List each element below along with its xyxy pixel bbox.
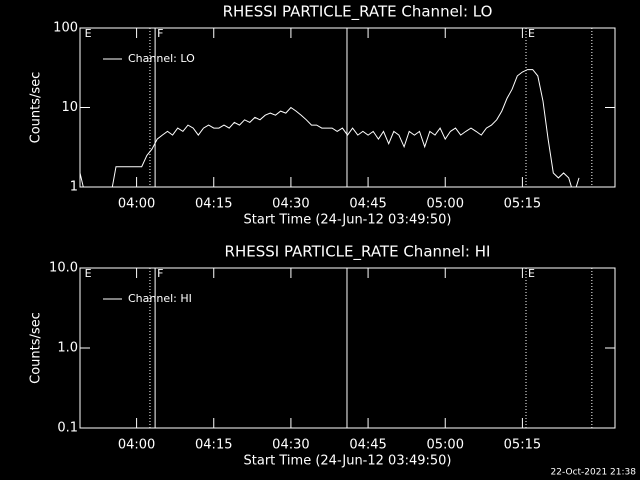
event-flag: F xyxy=(157,267,163,280)
legend-label: Channel: LO xyxy=(128,52,195,65)
y-tick-label: 0.1 xyxy=(57,421,78,436)
y-axis-label: Counts/sec xyxy=(29,72,44,144)
event-flag: E xyxy=(85,27,92,40)
x-tick-label: 04:30 xyxy=(272,197,309,212)
x-axis-label: Start Time (24-Jun-12 03:49:50) xyxy=(244,213,452,228)
event-flag: E xyxy=(528,267,535,280)
y-tick-label: 10.0 xyxy=(49,261,78,276)
y-tick-label: 1 xyxy=(70,180,78,195)
x-tick-label: 05:15 xyxy=(504,197,541,212)
x-tick-label: 05:15 xyxy=(504,438,541,453)
chart-title: RHESSI PARTICLE_RATE Channel: HI xyxy=(225,243,491,262)
x-tick-label: 04:30 xyxy=(272,438,309,453)
y-axis-label: Counts/sec xyxy=(29,312,44,384)
x-tick-label: 04:15 xyxy=(195,197,232,212)
event-flag: E xyxy=(528,27,535,40)
x-tick-label: 05:00 xyxy=(427,438,464,453)
legend-label: Channel: HI xyxy=(128,292,192,305)
x-tick-label: 04:45 xyxy=(349,197,386,212)
y-tick-label: 1.0 xyxy=(57,341,78,356)
x-tick-label: 04:00 xyxy=(118,197,155,212)
chart-title: RHESSI PARTICLE_RATE Channel: LO xyxy=(223,3,493,22)
x-tick-label: 04:45 xyxy=(349,438,386,453)
y-tick-label: 100 xyxy=(53,21,78,36)
footer: 22-Oct-2021 21:38 xyxy=(551,468,637,478)
y-tick-label: 10 xyxy=(61,100,78,115)
x-tick-label: 04:15 xyxy=(195,438,232,453)
x-tick-label: 05:00 xyxy=(427,197,464,212)
x-axis-label: Start Time (24-Jun-12 03:49:50) xyxy=(244,454,452,469)
data-line xyxy=(80,69,580,187)
x-tick-label: 04:00 xyxy=(118,438,155,453)
event-flag: F xyxy=(157,27,163,40)
event-flag: E xyxy=(85,267,92,280)
